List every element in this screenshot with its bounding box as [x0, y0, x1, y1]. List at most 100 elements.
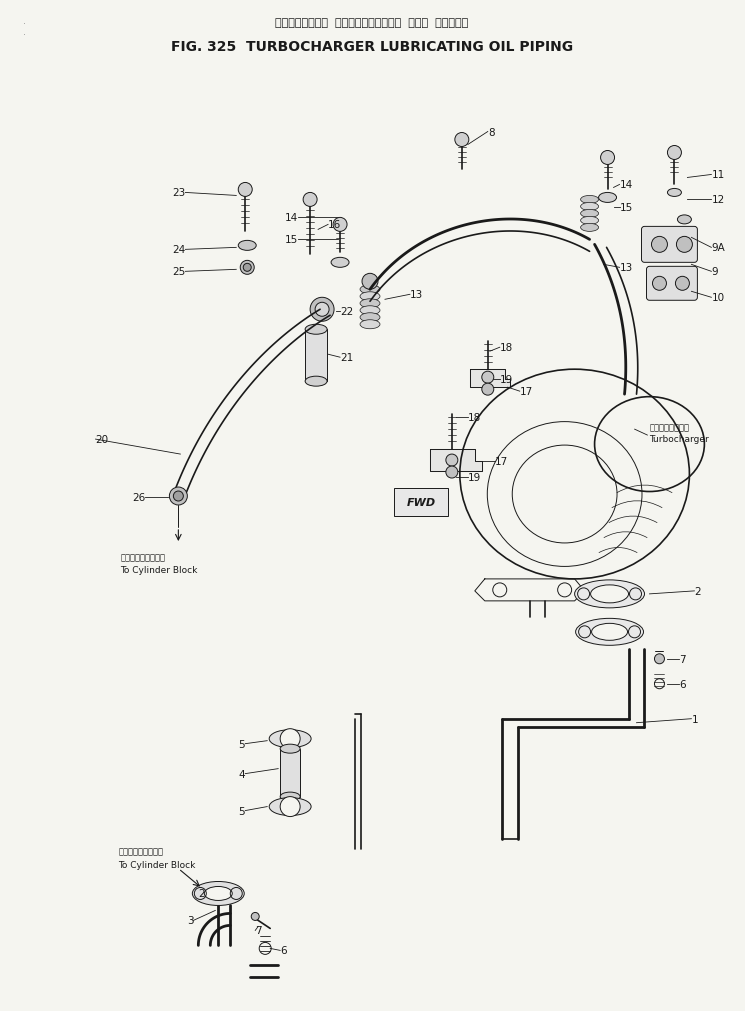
Circle shape: [169, 487, 187, 506]
Circle shape: [482, 384, 494, 395]
Text: 26: 26: [132, 492, 145, 502]
Ellipse shape: [677, 215, 691, 224]
Ellipse shape: [305, 325, 327, 335]
Ellipse shape: [360, 292, 380, 301]
Circle shape: [654, 654, 665, 664]
Text: 14: 14: [620, 180, 633, 190]
Text: 1: 1: [691, 714, 698, 724]
Ellipse shape: [598, 193, 617, 203]
Text: 23: 23: [172, 188, 186, 198]
Ellipse shape: [331, 258, 349, 268]
Text: 7: 7: [679, 654, 686, 664]
Text: Turbocharger: Turbocharger: [650, 435, 709, 444]
Text: 15: 15: [285, 236, 298, 245]
Text: 24: 24: [172, 245, 186, 255]
Ellipse shape: [576, 619, 644, 646]
Circle shape: [280, 797, 300, 817]
Text: 9A: 9A: [711, 243, 725, 253]
Circle shape: [676, 277, 689, 291]
Text: 11: 11: [711, 170, 725, 180]
Ellipse shape: [192, 882, 244, 906]
Text: 19: 19: [500, 375, 513, 385]
Circle shape: [362, 274, 378, 290]
Text: 16: 16: [328, 220, 341, 231]
Ellipse shape: [580, 196, 598, 204]
FancyBboxPatch shape: [641, 227, 697, 263]
Circle shape: [303, 193, 317, 207]
Text: 22: 22: [340, 307, 353, 317]
Bar: [305, 330, 327, 382]
Text: 15: 15: [620, 203, 633, 213]
Text: 10: 10: [711, 293, 724, 303]
Text: シリンダブロックへ: シリンダブロックへ: [121, 552, 165, 561]
Text: 17: 17: [495, 457, 508, 467]
Ellipse shape: [360, 306, 380, 315]
Circle shape: [455, 133, 469, 148]
Ellipse shape: [580, 217, 598, 225]
Text: 8: 8: [488, 127, 495, 137]
FancyBboxPatch shape: [647, 267, 697, 301]
Text: 14: 14: [285, 213, 298, 223]
Circle shape: [446, 455, 458, 467]
Ellipse shape: [580, 224, 598, 233]
Ellipse shape: [305, 377, 327, 387]
Text: 9: 9: [711, 267, 718, 277]
Ellipse shape: [580, 210, 598, 218]
Ellipse shape: [360, 313, 380, 323]
Circle shape: [280, 729, 300, 749]
FancyBboxPatch shape: [394, 488, 448, 517]
Text: 6: 6: [679, 679, 686, 690]
Text: 5: 5: [238, 739, 245, 749]
Text: 13: 13: [620, 263, 633, 273]
Text: 7: 7: [256, 925, 261, 935]
Text: シリンダブロックへ: シリンダブロックへ: [118, 846, 163, 855]
Text: ターボチャージャ  ルーブリケーティング  オイル  パイピング: ターボチャージャ ルーブリケーティング オイル パイピング: [276, 17, 469, 27]
Polygon shape: [430, 450, 482, 471]
Ellipse shape: [360, 320, 380, 330]
Circle shape: [251, 913, 259, 921]
Ellipse shape: [238, 242, 256, 251]
Text: 2: 2: [694, 586, 701, 596]
Ellipse shape: [592, 624, 627, 641]
Circle shape: [653, 277, 667, 291]
Text: FIG. 325  TURBOCHARGER LUBRICATING OIL PIPING: FIG. 325 TURBOCHARGER LUBRICATING OIL PI…: [171, 39, 573, 54]
Circle shape: [333, 218, 347, 233]
Ellipse shape: [280, 793, 300, 802]
Circle shape: [668, 147, 682, 161]
Text: 3: 3: [187, 916, 194, 925]
Ellipse shape: [269, 730, 311, 748]
Text: ターボチャージャ: ターボチャージャ: [650, 423, 689, 432]
Circle shape: [240, 261, 254, 275]
Text: 18: 18: [500, 343, 513, 353]
Text: To Cylinder Block: To Cylinder Block: [121, 565, 198, 574]
Ellipse shape: [668, 189, 682, 197]
Text: 13: 13: [410, 290, 423, 300]
Ellipse shape: [280, 744, 300, 753]
Circle shape: [310, 298, 334, 321]
Text: FWD: FWD: [406, 497, 436, 508]
Text: 20: 20: [95, 435, 109, 445]
Text: 25: 25: [172, 267, 186, 277]
Text: 2: 2: [199, 889, 206, 899]
Circle shape: [446, 467, 458, 478]
Ellipse shape: [360, 299, 380, 308]
Text: 21: 21: [340, 353, 353, 363]
Circle shape: [600, 152, 615, 166]
Text: 5: 5: [238, 806, 245, 816]
Circle shape: [174, 491, 183, 501]
Ellipse shape: [360, 285, 380, 294]
Ellipse shape: [580, 203, 598, 211]
Polygon shape: [470, 370, 510, 388]
Circle shape: [315, 303, 329, 316]
Ellipse shape: [204, 887, 232, 901]
Text: 6: 6: [280, 945, 287, 955]
Text: 19: 19: [468, 472, 481, 482]
Text: 17: 17: [520, 387, 533, 396]
Circle shape: [482, 372, 494, 384]
Ellipse shape: [574, 580, 644, 609]
Circle shape: [238, 183, 253, 197]
Circle shape: [676, 238, 692, 253]
Circle shape: [651, 238, 668, 253]
Text: To Cylinder Block: To Cylinder Block: [118, 859, 196, 868]
Circle shape: [243, 264, 251, 272]
